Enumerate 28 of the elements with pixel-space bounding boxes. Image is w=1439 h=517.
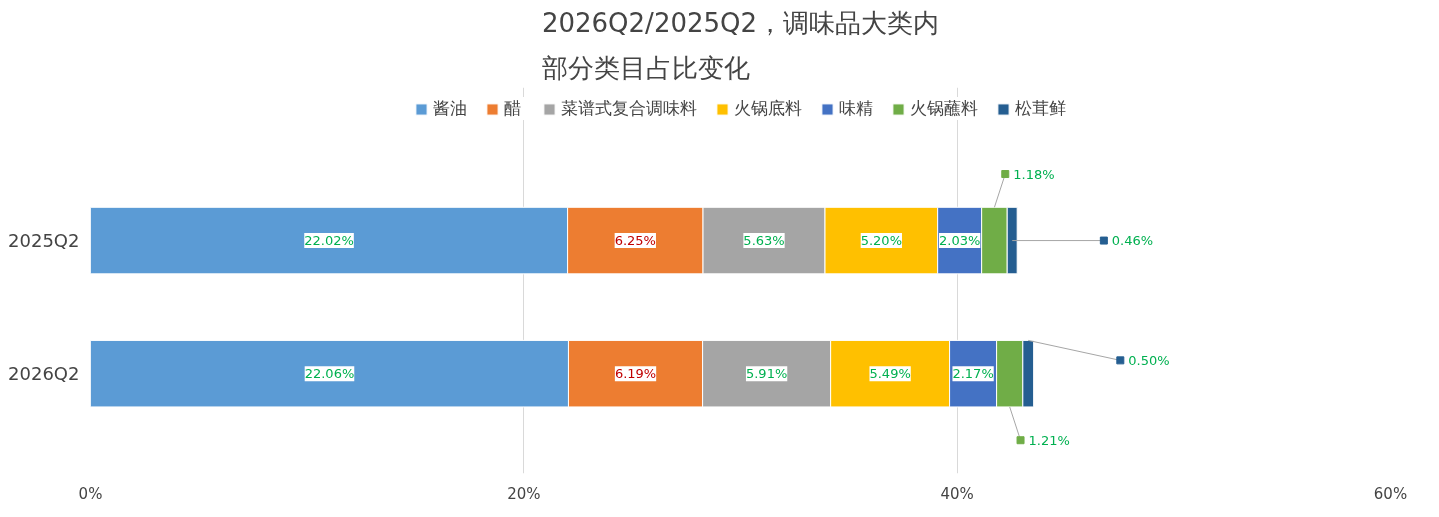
data-label: 2.03% xyxy=(939,233,981,249)
y-tick-label: 2025Q2 xyxy=(8,230,80,252)
data-label: 22.06% xyxy=(304,366,355,382)
legend-label: 味精 xyxy=(839,97,873,120)
y-tick-label: 2026Q2 xyxy=(8,363,80,385)
data-label: 22.02% xyxy=(304,233,354,249)
legend-label: 酱油 xyxy=(433,97,467,120)
data-label: 5.91% xyxy=(745,366,788,382)
legend-label: 菜谱式复合调味料 xyxy=(561,97,697,120)
legend-label: 火锅底料 xyxy=(734,97,802,120)
data-label: 1.21% xyxy=(1028,432,1070,448)
data-label: 5.63% xyxy=(743,233,785,249)
legend-label: 火锅蘸料 xyxy=(910,97,978,120)
x-tick-label: 40% xyxy=(940,484,974,503)
data-label: 6.25% xyxy=(614,233,656,249)
x-tick-label: 60% xyxy=(1373,484,1408,503)
data-label: 5.20% xyxy=(860,233,902,249)
data-label: 6.19% xyxy=(614,366,657,382)
legend-label: 醋 xyxy=(504,97,522,120)
data-label: 2.17% xyxy=(952,366,994,382)
legend-label: 松茸鲜 xyxy=(1015,97,1066,120)
x-tick-label: 20% xyxy=(507,484,541,503)
chart-title: 2026Q2/2025Q2，调味品大类内部分类目占比变化 xyxy=(541,7,940,83)
data-label: 0.50% xyxy=(1128,352,1170,368)
data-label: 0.46% xyxy=(1111,233,1154,249)
x-tick-label: 0% xyxy=(78,484,103,503)
data-label: 1.18% xyxy=(1013,166,1055,182)
data-label: 5.49% xyxy=(869,366,911,382)
